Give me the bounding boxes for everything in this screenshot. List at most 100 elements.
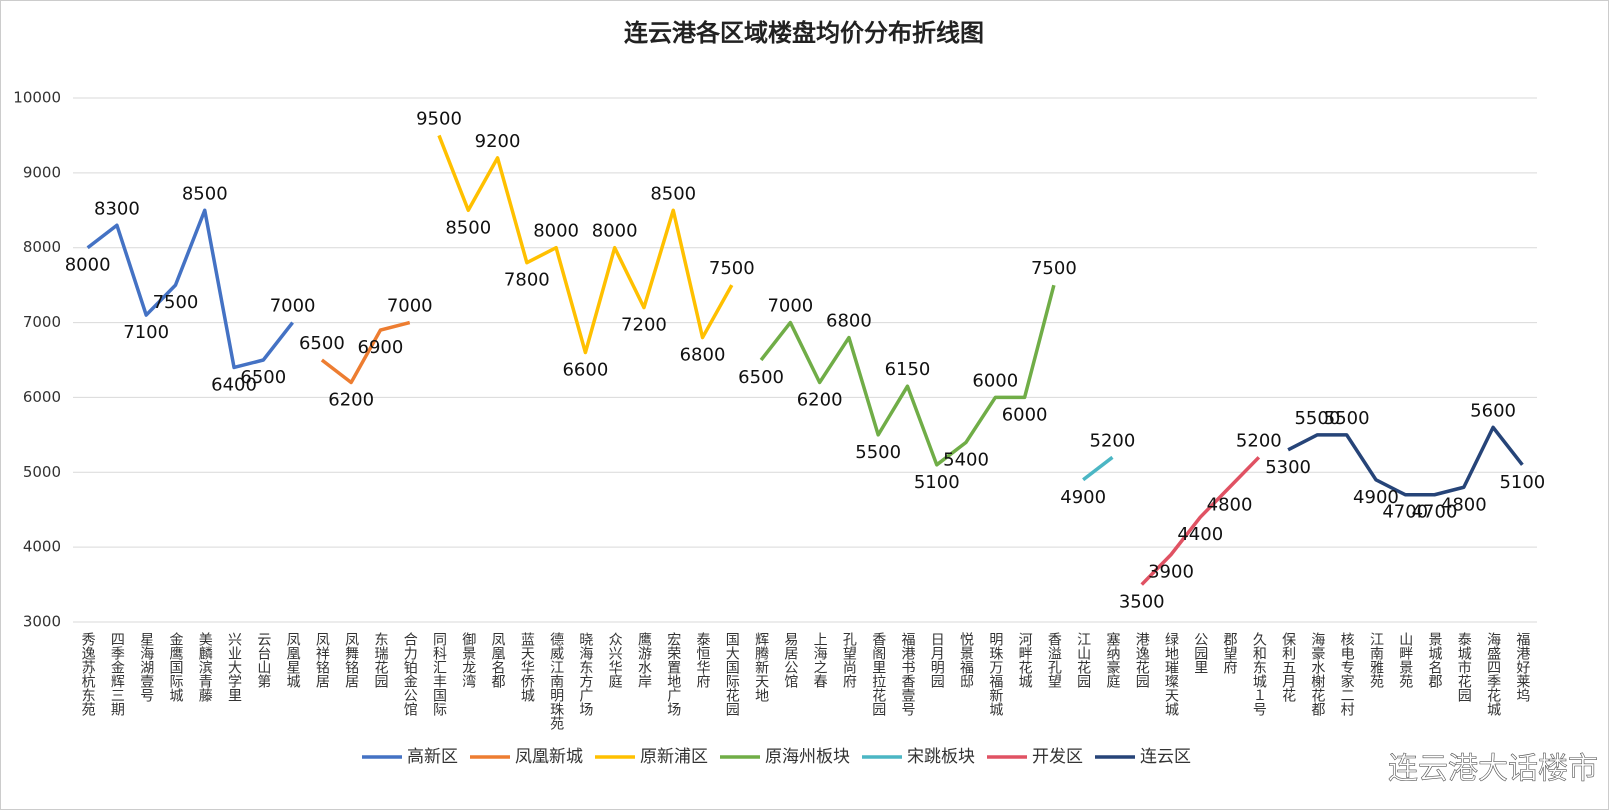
data-label: 7500 (1031, 258, 1077, 279)
data-label: 6150 (885, 359, 931, 380)
legend: 高新区 凤凰新城 原新浦区 原海州板块 宋跳板块 开发区 连云区 (362, 747, 1191, 767)
data-label: 6800 (680, 345, 726, 366)
x-tick-label: 福港书香壹号 (899, 632, 915, 716)
x-tick-label: 四季金辉三期 (109, 632, 125, 717)
data-label: 6600 (562, 360, 608, 381)
y-tick-label: 7000 (23, 313, 61, 331)
legend-label: 宋跳板块 (907, 747, 975, 767)
data-label: 6500 (738, 367, 784, 388)
x-tick-label: 久和东城１号 (1251, 632, 1267, 716)
data-label: 8000 (592, 221, 638, 242)
data-label: 8500 (650, 183, 696, 204)
data-label: 5500 (1324, 408, 1370, 429)
data-label: 8000 (533, 221, 579, 242)
x-tick-label: 悦景福邸 (958, 632, 974, 689)
legend-label: 原海州板块 (765, 747, 850, 767)
series-line (1082, 455, 1114, 482)
legend-label: 原新浦区 (640, 747, 708, 767)
data-label: 8500 (445, 217, 491, 238)
x-tick-label: 孔望尚府 (841, 632, 857, 689)
data-label: 5100 (914, 472, 960, 493)
data-label: 4900 (1353, 487, 1399, 508)
x-tick-label: 御景龙湾 (460, 632, 476, 688)
series-line (759, 284, 1056, 467)
x-tick-label: 泰城市花园 (1456, 632, 1472, 702)
x-tick-label: 港逸花园 (1134, 632, 1150, 688)
data-label: 6000 (972, 370, 1018, 391)
data-label: 6200 (797, 389, 843, 410)
data-label: 6400 (211, 374, 257, 395)
x-tick-label: 保利五月花 (1280, 632, 1296, 703)
data-label: 7800 (504, 270, 550, 291)
x-tick-label: 秀逸苏杭东苑 (80, 632, 96, 717)
data-label: 4400 (1177, 524, 1223, 545)
x-tick-label: 江南雅苑 (1368, 632, 1384, 689)
x-tick-label: 泰恒华府 (695, 632, 711, 689)
x-tick-label: 同科汇丰国际 (431, 632, 447, 717)
x-tick-label: 郡望府 (1222, 632, 1238, 675)
x-tick-label: 云台山第 (255, 632, 271, 688)
data-label: 8500 (182, 183, 228, 204)
data-label: 7000 (387, 296, 433, 317)
x-tick-label: 香阁里拉花园 (870, 632, 886, 716)
series-line (1140, 456, 1261, 586)
data-label: 5400 (943, 449, 989, 470)
data-label: 6500 (240, 367, 286, 388)
x-tick-label: 兴业大学里 (226, 632, 242, 702)
x-tick-label: 山畔景苑 (1397, 632, 1413, 689)
x-tick-label: 核电专家二村 (1339, 632, 1355, 716)
legend-label: 凤凰新城 (515, 747, 583, 767)
series-line (320, 320, 411, 385)
data-label: 5500 (1294, 408, 1340, 429)
x-tick-label: 众兴华庭 (607, 632, 623, 689)
x-tick-label: 明珠万福新城 (987, 632, 1003, 717)
data-label: 5200 (1236, 430, 1282, 451)
x-tick-label: 凤凰星城 (285, 632, 301, 689)
x-tick-label: 合力铂金公馆 (402, 632, 418, 716)
data-label: 4800 (1441, 494, 1487, 515)
x-tick-label: 日月明园 (929, 632, 945, 688)
x-tick-label: 海豪水榭花都 (1309, 632, 1325, 716)
y-tick-label: 10000 (13, 89, 61, 107)
x-tick-label: 宏荣置地广场 (665, 632, 681, 717)
data-label: 6900 (358, 337, 404, 358)
data-label: 3900 (1148, 562, 1194, 583)
x-tick-label: 德威江南明珠苑 (548, 632, 564, 731)
x-tick-label: 福港好莱坞 (1514, 632, 1530, 702)
x-tick-label: 金鹰国际城 (167, 632, 183, 703)
data-label: 4800 (1207, 494, 1253, 515)
data-label: 7100 (123, 322, 169, 343)
data-label: 5100 (1499, 472, 1545, 493)
y-tick-label: 5000 (23, 463, 61, 481)
data-label: 6200 (328, 389, 374, 410)
x-tick-label: 香溢孔望 (1046, 632, 1062, 688)
x-tick-label: 星海湖壹号 (138, 632, 154, 702)
x-tick-label: 塞纳豪庭 (1104, 631, 1120, 689)
series-line (1287, 425, 1524, 497)
data-label: 7500 (153, 292, 199, 313)
y-tick-label: 4000 (23, 538, 61, 556)
data-label: 6800 (826, 311, 872, 332)
data-label: 8000 (65, 255, 111, 276)
data-label: 9200 (475, 131, 521, 152)
watermark: 连云港大话楼市 (1388, 752, 1598, 787)
x-tick-label: 辉腾新天地 (753, 632, 769, 702)
series-line (437, 134, 734, 355)
data-label: 7000 (270, 296, 316, 317)
legend-label: 开发区 (1032, 747, 1083, 767)
x-tick-label: 凤凰名都 (490, 632, 506, 688)
legend-label: 连云区 (1140, 747, 1191, 767)
legend-label: 高新区 (407, 747, 458, 767)
data-label: 7000 (767, 296, 813, 317)
x-tick-label: 海盛四季花城 (1485, 632, 1501, 717)
x-tick-label: 凤祥铭居 (314, 632, 330, 688)
y-tick-label: 8000 (23, 238, 61, 256)
data-label: 9500 (416, 108, 462, 129)
data-label: 3500 (1119, 592, 1165, 613)
data-label: 4700 (1382, 502, 1428, 523)
x-tick-label: 公园里 (1192, 632, 1208, 674)
x-tick-label: 景城名郡 (1427, 632, 1443, 688)
data-label: 5500 (855, 442, 901, 463)
data-label: 8300 (94, 198, 140, 219)
